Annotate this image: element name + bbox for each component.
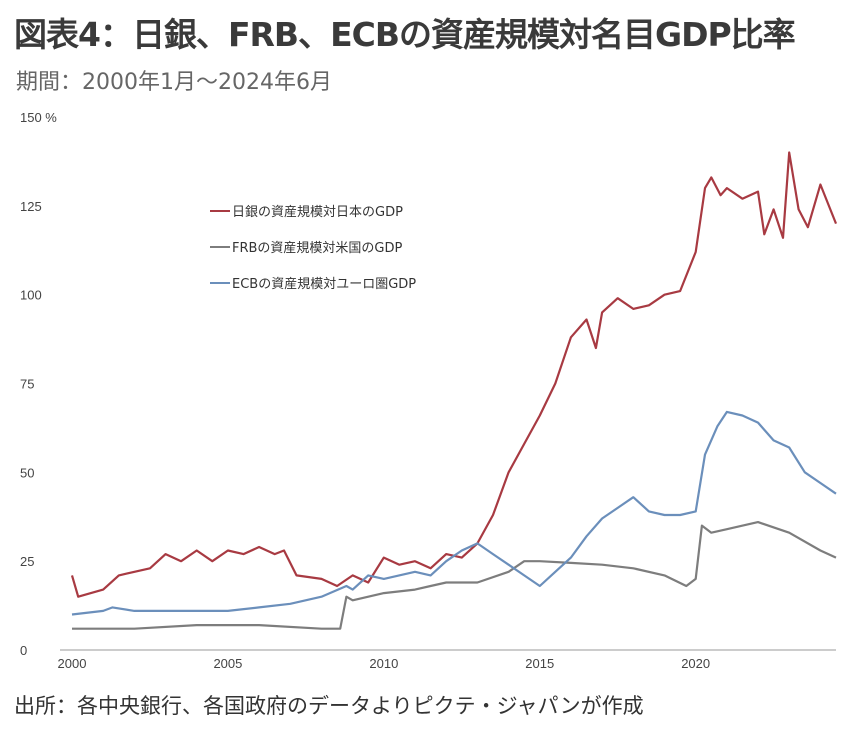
source-note: 出所：各中央銀行、各国政府のデータよりピクテ・ジャパンが作成 (14, 694, 644, 718)
x-tick-label: 2020 (681, 656, 710, 671)
y-tick-label: 50 (20, 465, 34, 480)
legend-label-2: ECBの資産規模対ユーロ圏GDP (232, 276, 416, 292)
y-tick-label: 125 (20, 199, 42, 214)
series-line-2 (71, 410, 837, 616)
legend-label-1: FRBの資産規模対米国のGDP (232, 240, 403, 256)
y-tick-label: 75 (20, 377, 34, 392)
y-tick-label: 100 (20, 288, 42, 303)
x-tick-label: 2000 (58, 656, 87, 671)
y-tick-label: 25 (20, 554, 34, 569)
legend-label-0: 日銀の資産規模対日本のGDP (232, 204, 403, 220)
x-tick-label: 2010 (369, 656, 398, 671)
x-tick-label: 2005 (213, 656, 242, 671)
chart-title: 図表4：日銀、FRB、ECBの資産規模対名目GDP比率 (14, 15, 796, 54)
series-line-0 (70, 151, 838, 598)
x-tick-label: 2015 (525, 656, 554, 671)
series-line-1 (72, 521, 837, 630)
y-tick-label: 0 (20, 643, 27, 658)
y-tick-label: 150 % (20, 110, 57, 125)
chart-subtitle: 期間：2000年1月～2024年6月 (16, 70, 332, 95)
